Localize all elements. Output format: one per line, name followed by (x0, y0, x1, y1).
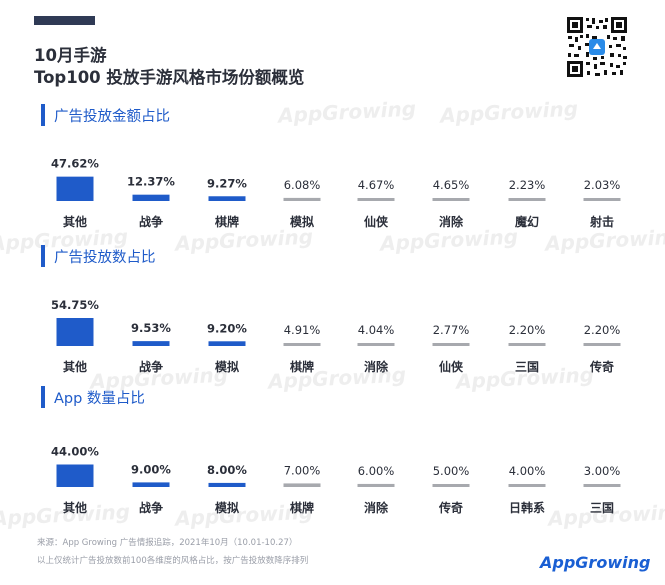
value-label: 9.00% (131, 462, 171, 476)
category-label: 仙侠 (439, 359, 464, 374)
bar (132, 341, 170, 346)
value-label: 4.00% (509, 464, 546, 478)
category-label: 战争 (139, 214, 163, 229)
category-label: 模拟 (290, 214, 314, 229)
value-label: 7.00% (284, 463, 321, 477)
value-label: 2.03% (584, 178, 621, 192)
value-label: 4.91% (284, 323, 321, 337)
footer-source: 来源：App Growing 广告情报追踪，2021年10月（10.01-10.… (37, 538, 298, 548)
brand-logo-part1: App (540, 553, 576, 572)
bar (508, 343, 546, 346)
bar (508, 484, 546, 487)
category-label: 棋牌 (215, 214, 239, 229)
category-label: 战争 (139, 359, 163, 374)
section-title: 广告投放金额占比 (54, 108, 170, 125)
section-header-ad-count: 广告投放数占比 (41, 245, 156, 267)
category-label: 棋牌 (290, 500, 314, 515)
value-label: 4.67% (358, 178, 395, 192)
category-label: 其他 (63, 359, 87, 374)
value-label: 2.77% (433, 323, 470, 337)
page-title-line1: 10月手游 (34, 46, 107, 65)
category-label: 日韩系 (509, 500, 545, 515)
value-label: 2.20% (509, 323, 546, 337)
value-label: 8.00% (207, 463, 247, 477)
qr-code-icon (566, 16, 628, 78)
category-label: 三国 (590, 501, 614, 515)
value-label: 54.75% (51, 298, 99, 312)
category-label: 传奇 (589, 359, 614, 374)
category-label: 战争 (139, 500, 163, 515)
bar (208, 482, 246, 487)
header-accent-bar (34, 16, 95, 25)
value-label: 47.62% (51, 157, 99, 171)
value-label: 3.00% (584, 464, 621, 478)
bar (357, 483, 395, 487)
section-accent-bar (41, 245, 45, 267)
value-label: 6.00% (358, 464, 395, 478)
value-label: 2.20% (584, 323, 621, 337)
category-label: 模拟 (215, 359, 239, 374)
bar (508, 198, 546, 201)
brand-logo: AppGrowing (540, 553, 650, 572)
bar (283, 197, 321, 201)
bar (208, 196, 246, 201)
value-label: 9.53% (131, 321, 171, 335)
value-label: 9.20% (207, 321, 247, 335)
value-label: 6.08% (284, 178, 321, 192)
value-label: 4.65% (433, 178, 470, 192)
bar (583, 198, 621, 201)
bar (132, 482, 170, 487)
bar (283, 343, 321, 346)
bar (583, 484, 621, 487)
bar (432, 343, 470, 346)
category-label: 其他 (63, 214, 87, 229)
bar (432, 198, 470, 201)
category-label: 消除 (364, 359, 389, 374)
section-title: App 数量占比 (54, 390, 145, 407)
category-label: 消除 (439, 214, 464, 229)
section-header-app-count: App 数量占比 (41, 386, 145, 408)
category-label: 射击 (589, 214, 614, 229)
bar (357, 198, 395, 201)
category-label: 魔幻 (515, 214, 539, 229)
bar (583, 343, 621, 346)
bar (432, 484, 470, 487)
page-title-line2: Top100 投放手游风格市场份额概览 (34, 68, 305, 87)
category-label: 仙侠 (364, 214, 389, 229)
value-label: 9.27% (207, 176, 247, 190)
bar (56, 176, 94, 201)
value-label: 4.04% (358, 323, 395, 337)
category-label: 其他 (63, 500, 87, 515)
section-header-spend: 广告投放金额占比 (41, 104, 170, 126)
section-title: 广告投放数占比 (54, 249, 156, 266)
section-accent-bar (41, 104, 45, 126)
value-label: 12.37% (127, 175, 175, 189)
category-label: 三国 (515, 360, 539, 374)
bar (283, 483, 321, 487)
bar (132, 194, 170, 201)
brand-logo-part2: Growing (575, 553, 651, 572)
value-label: 5.00% (433, 464, 470, 478)
footer-note: 以上仅统计广告投放数前100各维度的风格占比，按广告投放数降序排列 (37, 556, 309, 566)
value-label: 2.23% (509, 178, 546, 192)
bar (56, 464, 94, 487)
bar (357, 343, 395, 346)
bar (56, 318, 94, 346)
section-accent-bar (41, 386, 45, 408)
category-label: 消除 (364, 500, 389, 515)
value-label: 44.00% (51, 444, 99, 458)
category-label: 传奇 (438, 500, 463, 515)
bar (208, 341, 246, 346)
category-label: 棋牌 (290, 359, 314, 374)
category-label: 模拟 (215, 500, 239, 515)
